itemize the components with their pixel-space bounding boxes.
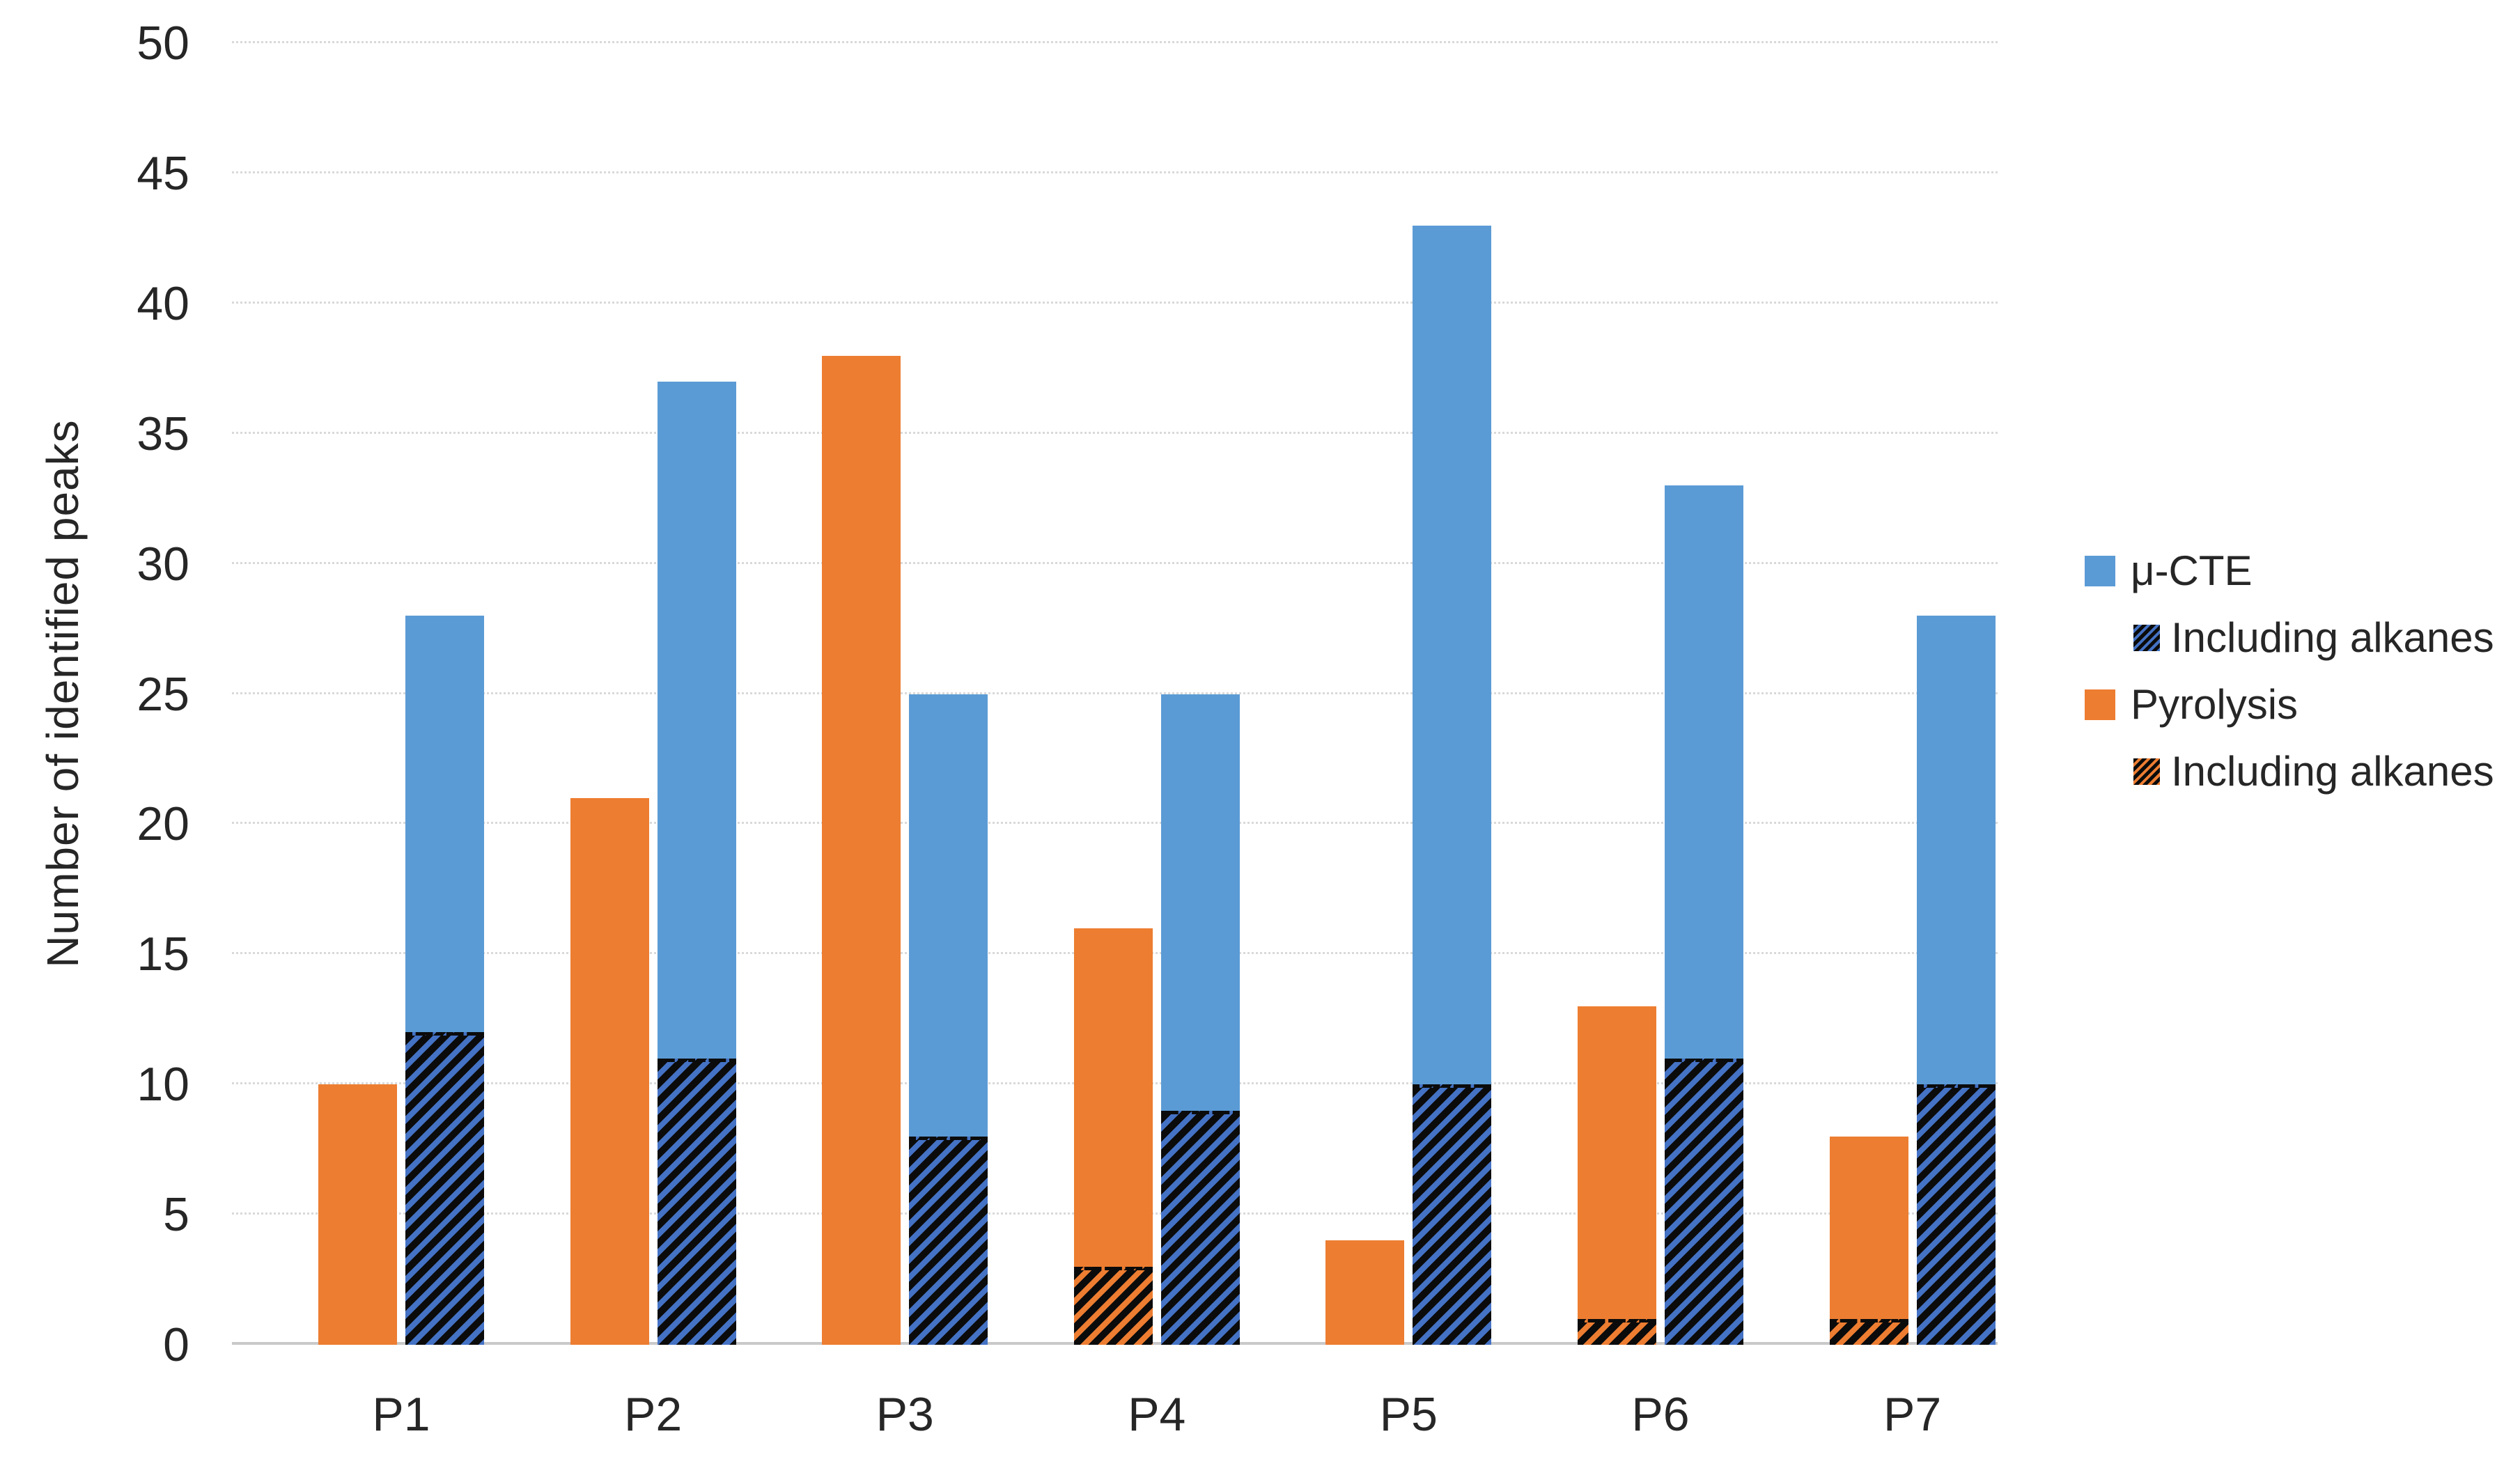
- plot-area: [232, 41, 1998, 1345]
- gridline-30: [232, 561, 1998, 564]
- y-tick-label-0: 0: [163, 1318, 189, 1371]
- x-tick-label-P6: P6: [1631, 1388, 1690, 1441]
- x-tick-label-P5: P5: [1379, 1388, 1438, 1441]
- bar-ucte-P4: [1160, 694, 1240, 1345]
- bar-pyrolysis-P1: [318, 1084, 397, 1345]
- legend: μ-CTE Including alkanes Pyrolysis Including…: [2085, 540, 2494, 803]
- legend-item-0: μ-CTE: [2085, 540, 2494, 602]
- y-tick-label-50: 50: [137, 17, 189, 70]
- bar-ucte-alkanes-P2: [657, 1058, 736, 1345]
- y-tick-label-10: 10: [137, 1058, 189, 1111]
- legend-swatch-pyrolysis-icon: [2085, 689, 2115, 720]
- bar-pyrolysis-P3: [822, 355, 901, 1345]
- legend-label-0: μ-CTE: [2131, 547, 2253, 594]
- bar-ucte-alkanes-P4: [1160, 1110, 1240, 1345]
- bar-ucte-alkanes-P7: [1916, 1084, 1996, 1345]
- y-tick-label-25: 25: [137, 667, 189, 721]
- legend-swatch-pyrolysis-alkanes-icon: [2133, 758, 2160, 785]
- x-tick-label-P7: P7: [1883, 1388, 1942, 1441]
- gridline-50: [232, 41, 1998, 43]
- bar-pyrolysis-P2: [570, 798, 649, 1345]
- legend-item-2: Pyrolysis: [2085, 673, 2494, 736]
- bar-ucte-P1: [405, 616, 484, 1345]
- bar-pyrolysis-alkanes-P7: [1829, 1318, 1908, 1345]
- legend-swatch-ucte-icon: [2085, 556, 2115, 586]
- y-tick-label-20: 20: [137, 797, 189, 851]
- bar-ucte-alkanes-P6: [1665, 1058, 1743, 1345]
- gridline-35: [232, 431, 1998, 434]
- y-tick-label-45: 45: [137, 146, 189, 200]
- gridline-45: [232, 171, 1998, 173]
- x-tick-label-P4: P4: [1128, 1388, 1186, 1441]
- bar-ucte-P5: [1413, 225, 1492, 1345]
- bar-ucte-alkanes-P3: [909, 1136, 988, 1345]
- bar-pyrolysis-alkanes-P4: [1073, 1266, 1153, 1345]
- bar-ucte-alkanes-P5: [1413, 1084, 1492, 1345]
- gridline-25: [232, 692, 1998, 694]
- x-tick-label-P2: P2: [624, 1388, 683, 1441]
- y-tick-label-35: 35: [137, 407, 189, 460]
- bar-pyrolysis-alkanes-P6: [1578, 1318, 1656, 1345]
- legend-label-2: Pyrolysis: [2131, 681, 2299, 728]
- bar-pyrolysis-P4: [1073, 928, 1153, 1345]
- x-tick-label-P3: P3: [876, 1388, 934, 1441]
- y-tick-label-30: 30: [137, 537, 189, 591]
- legend-swatch-ucte-alkanes-icon: [2133, 625, 2160, 651]
- bar-ucte-alkanes-P1: [405, 1032, 484, 1345]
- legend-item-3: Including alkanes: [2133, 740, 2494, 803]
- x-tick-label-P1: P1: [372, 1388, 430, 1441]
- gridline-40: [232, 301, 1998, 304]
- y-tick-label-5: 5: [163, 1188, 189, 1242]
- gridline-20: [232, 822, 1998, 825]
- bar-ucte-P2: [657, 381, 736, 1345]
- bar-ucte-P6: [1665, 485, 1743, 1345]
- legend-label-3: Including alkanes: [2171, 748, 2494, 795]
- legend-item-1: Including alkanes: [2133, 607, 2494, 669]
- bar-pyrolysis-P6: [1578, 1006, 1656, 1345]
- bar-ucte-P7: [1916, 616, 1996, 1345]
- bar-ucte-P3: [909, 694, 988, 1345]
- y-tick-label-15: 15: [137, 928, 189, 981]
- y-tick-label-40: 40: [137, 276, 189, 330]
- bar-pyrolysis-P5: [1325, 1240, 1405, 1345]
- legend-label-1: Including alkanes: [2171, 614, 2494, 661]
- bar-pyrolysis-P7: [1829, 1136, 1908, 1345]
